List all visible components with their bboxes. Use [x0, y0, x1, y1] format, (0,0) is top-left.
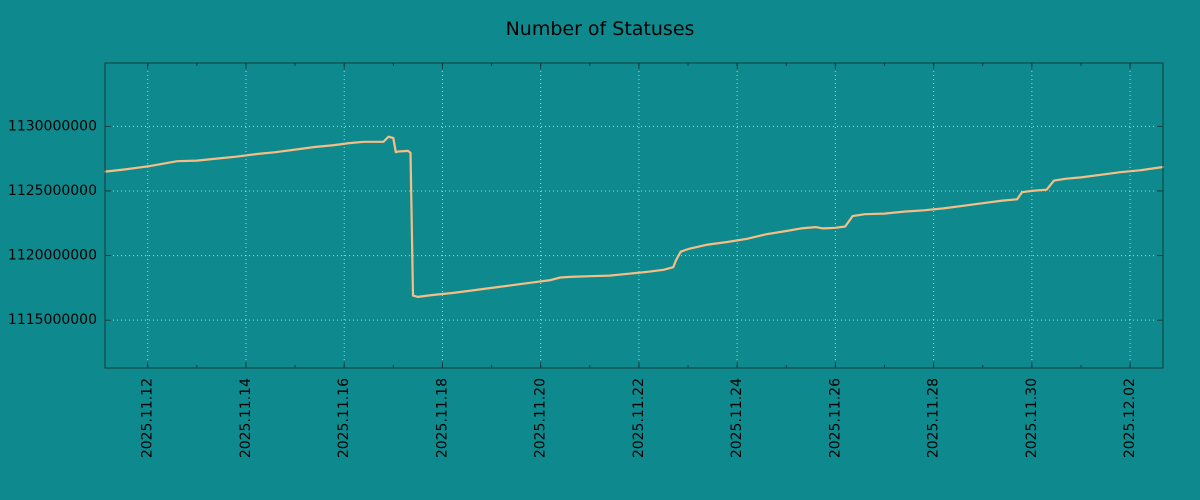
x-tick-label: 2025.11.26	[827, 378, 843, 458]
x-tick-label: 2025.11.30	[1024, 378, 1040, 458]
x-tick-label: 2025.11.18	[434, 378, 450, 458]
x-tick-label: 2025.11.20	[533, 378, 549, 458]
x-tick-label: 2025.11.24	[729, 378, 745, 458]
plot-area	[105, 63, 1163, 368]
x-tick-label: 2025.11.14	[238, 378, 254, 458]
x-tick-label: 2025.11.16	[336, 378, 352, 458]
y-tick-label: 1115000000	[8, 312, 97, 328]
x-tick-label: 2025.11.12	[140, 378, 156, 458]
series-line	[103, 135, 1165, 298]
x-tick-label: 2025.11.28	[926, 378, 942, 458]
y-tick-label: 1125000000	[8, 183, 97, 199]
plot-border	[104, 62, 1164, 369]
x-tick-label: 2025.11.22	[631, 378, 647, 458]
x-tick-label: 2025.12.02	[1122, 378, 1138, 458]
y-tick-label: 1120000000	[8, 248, 97, 264]
y-tick-label: 1130000000	[8, 118, 97, 134]
chart-title: Number of Statuses	[505, 18, 695, 40]
